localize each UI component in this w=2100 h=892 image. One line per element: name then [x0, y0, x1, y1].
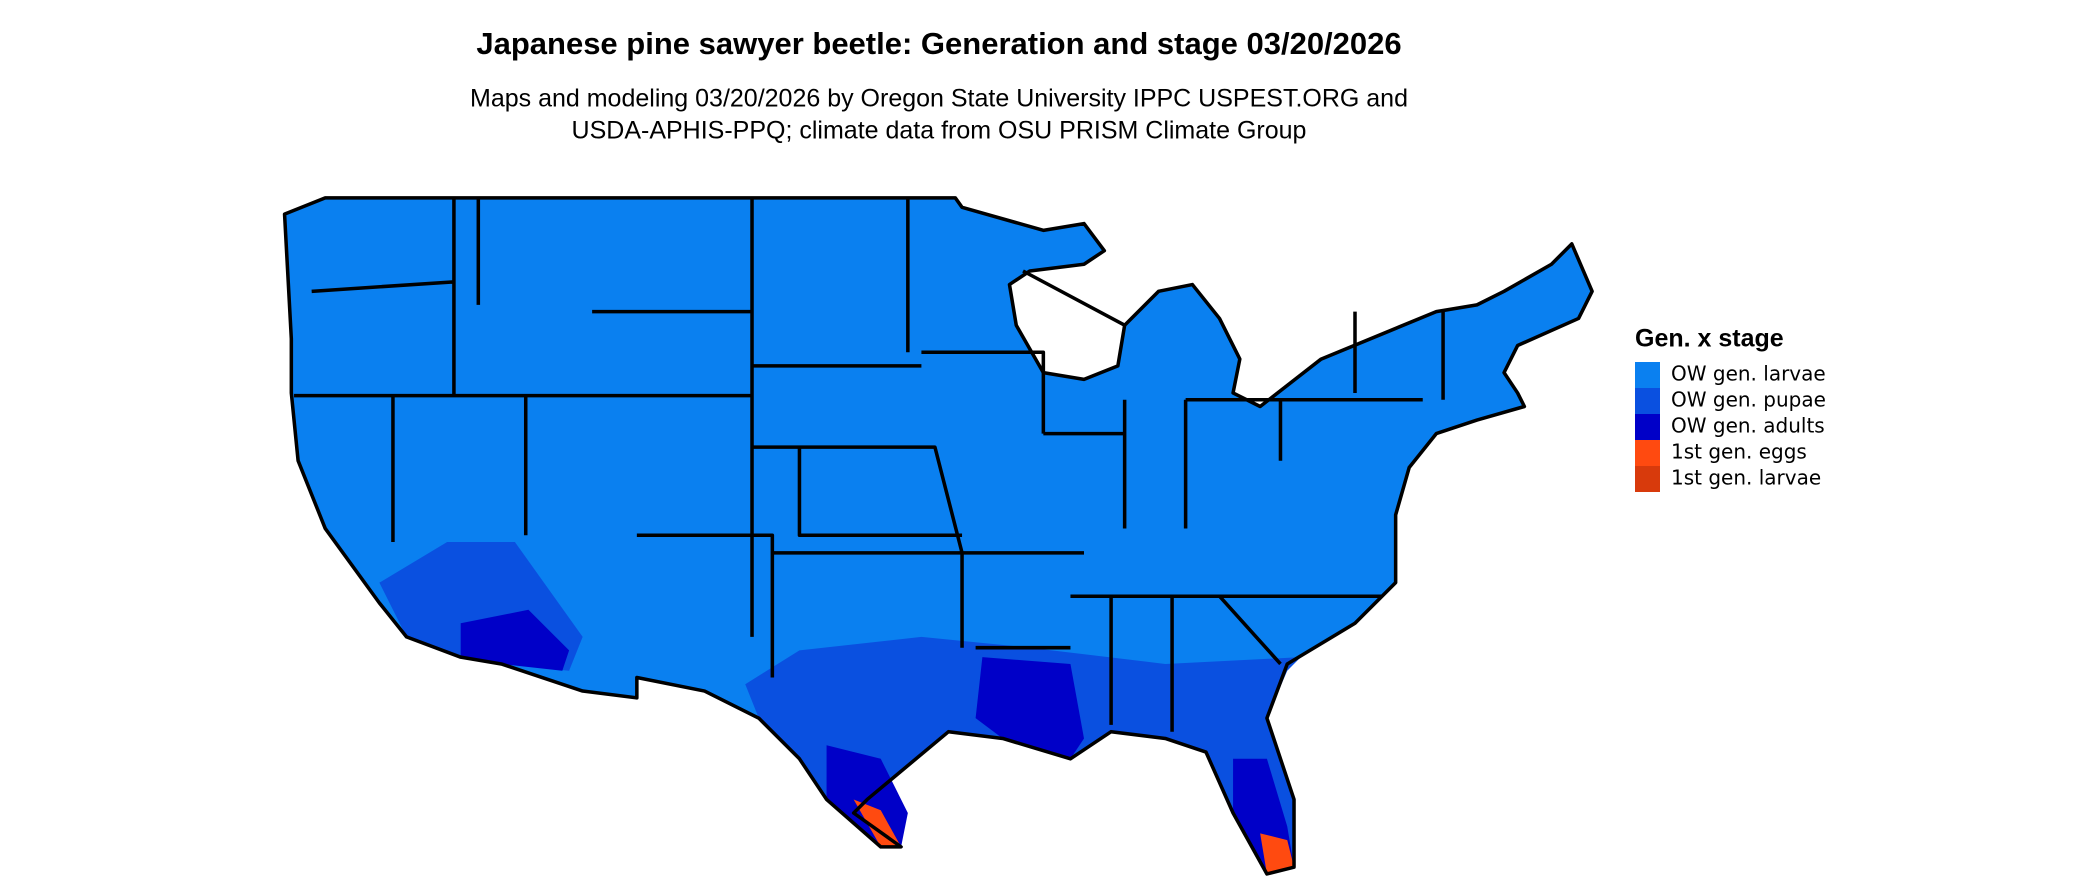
legend-swatch	[1635, 466, 1660, 492]
map-subtitle: USDA-APHIS-PPQ; climate data from OSU PR…	[572, 117, 1307, 145]
legend-label: OW gen. adults	[1671, 414, 1825, 438]
legend-swatch	[1635, 440, 1660, 466]
region-eggs	[1260, 833, 1295, 874]
legend-title: Gen. x stage	[1635, 325, 1784, 353]
map	[282, 196, 1594, 876]
legend-swatch	[1635, 388, 1660, 414]
legend-label: 1st gen. eggs	[1671, 440, 1807, 464]
region-adults	[826, 745, 908, 847]
legend-swatch	[1635, 362, 1660, 388]
region-adults	[460, 609, 570, 671]
state-borders	[294, 197, 1445, 732]
map-title: Japanese pine sawyer beetle: Generation …	[476, 26, 1401, 61]
legend-label: OW gen. larvae	[1671, 362, 1826, 386]
region-eggs	[853, 799, 902, 847]
legend-label: OW gen. pupae	[1671, 388, 1826, 412]
country-border	[282, 196, 1594, 876]
legend-label: 1st gen. larvae	[1671, 466, 1821, 490]
region-pupae	[745, 636, 1301, 874]
region-adults	[975, 657, 1084, 759]
map-subtitle: Maps and modeling 03/20/2026 by Oregon S…	[470, 85, 1408, 113]
legend-swatch	[1635, 414, 1660, 440]
